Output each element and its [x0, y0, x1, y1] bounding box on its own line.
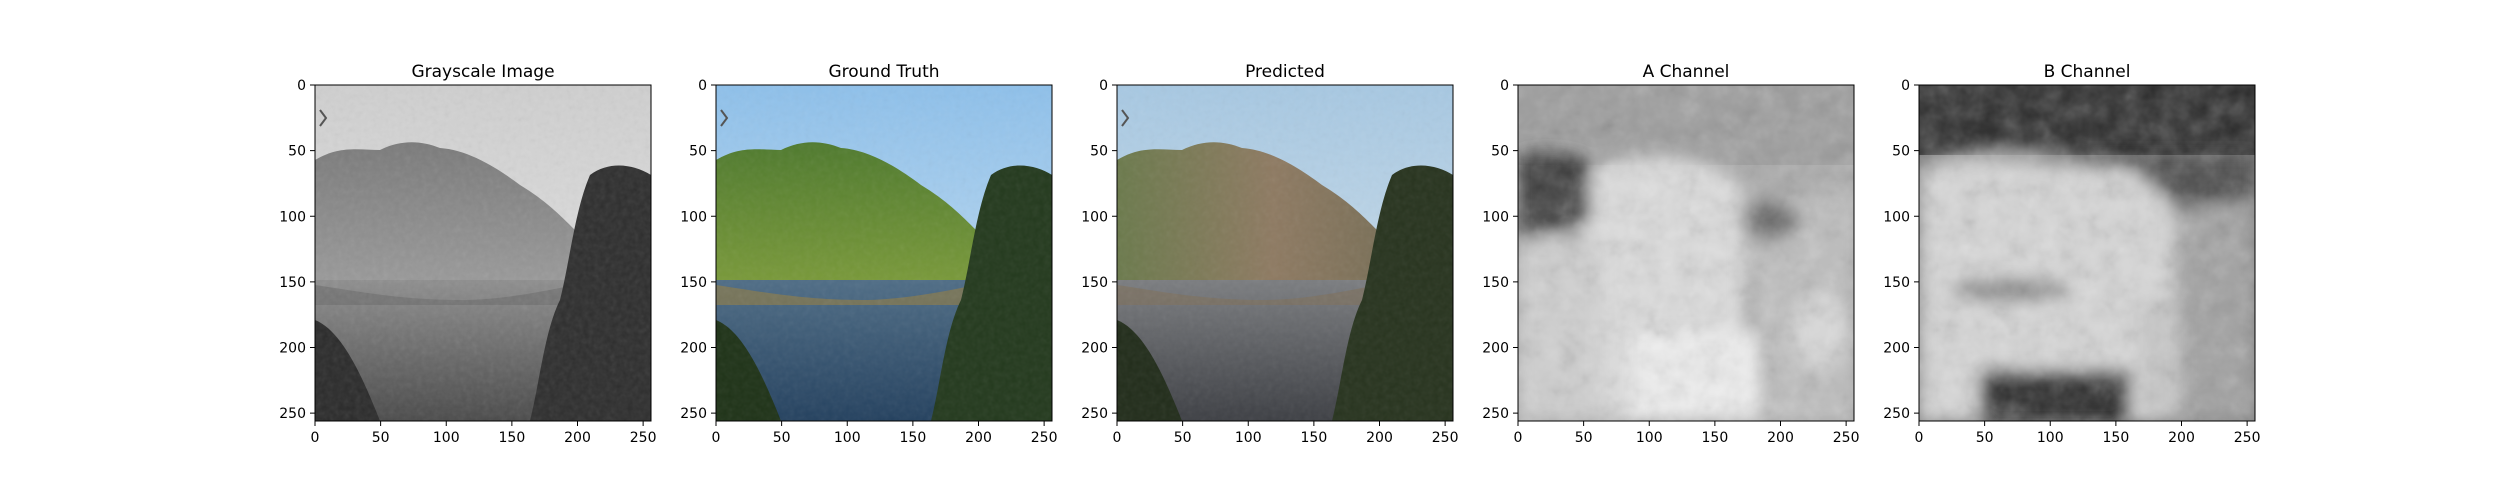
panel-predicted: Predicted	[1116, 62, 1454, 422]
y-tick-label: 50	[1491, 144, 1509, 160]
x-tick-label: 0	[311, 430, 320, 446]
y-tick-label: 250	[1081, 406, 1108, 422]
x-tick-label: 0	[1915, 430, 1924, 446]
x-tick-label: 200	[2168, 430, 2195, 446]
y-tick-label: 150	[1081, 275, 1108, 291]
y-tick-label: 0	[1500, 78, 1509, 94]
y-tick-label: 50	[689, 144, 707, 160]
y-tick-label: 150	[1482, 275, 1509, 291]
x-tick-label: 150	[900, 430, 927, 446]
x-tick-label: 250	[1432, 430, 1459, 446]
x-tick-label: 250	[1833, 430, 1860, 446]
y-tick-label: 50	[288, 144, 306, 160]
y-tick-label: 150	[279, 275, 306, 291]
y-tick-label: 150	[1883, 275, 1910, 291]
y-tick-label: 250	[680, 406, 707, 422]
a-channel-image	[1518, 85, 1854, 421]
grayscale-image	[315, 85, 651, 421]
y-tick-label: 200	[680, 341, 707, 357]
panel-b-channel: B Channel	[1918, 62, 2256, 422]
y-tick-label: 100	[1883, 209, 1910, 225]
y-tick-label: 250	[1883, 406, 1910, 422]
y-tick-label: 50	[1090, 144, 1108, 160]
x-tick-label: 250	[1031, 430, 1058, 446]
x-tick-label: 100	[1636, 430, 1663, 446]
panel-title: Ground Truth	[828, 62, 939, 82]
x-tick-label: 50	[773, 430, 791, 446]
axes-ticks: 0 50 100 150 200 250 0 50 100 150 200 250 0 50 100 150 2…	[279, 78, 2260, 446]
x-tick-label: 100	[1235, 430, 1262, 446]
x-tick-label: 100	[834, 430, 861, 446]
x-tick-label: 0	[712, 430, 721, 446]
y-tick-label: 100	[1482, 209, 1509, 225]
x-tick-label: 250	[2234, 430, 2261, 446]
y-tick-label: 200	[1081, 341, 1108, 357]
x-tick-label: 200	[965, 430, 992, 446]
x-tick-label: 50	[1575, 430, 1593, 446]
x-tick-label: 200	[1366, 430, 1393, 446]
x-tick-label: 200	[564, 430, 591, 446]
x-tick-label: 0	[1514, 430, 1523, 446]
y-tick-label: 100	[279, 209, 306, 225]
y-tick-label: 0	[1099, 78, 1108, 94]
x-tick-label: 150	[1702, 430, 1729, 446]
y-tick-label: 100	[680, 209, 707, 225]
x-tick-label: 200	[1767, 430, 1794, 446]
x-tick-label: 150	[1301, 430, 1328, 446]
y-tick-label: 200	[1482, 341, 1509, 357]
panel-ground-truth: Ground Truth	[715, 62, 1053, 422]
y-tick-label: 250	[279, 406, 306, 422]
y-tick-label: 200	[1883, 341, 1910, 357]
x-tick-label: 50	[372, 430, 390, 446]
b-channel-image	[1919, 85, 2255, 421]
panel-title: Predicted	[1245, 62, 1325, 82]
x-tick-label: 50	[1174, 430, 1192, 446]
panel-a-channel: A Channel	[1517, 62, 1855, 422]
panel-title: B Channel	[2044, 62, 2131, 82]
x-tick-label: 50	[1976, 430, 1994, 446]
panel-title: A Channel	[1643, 62, 1730, 82]
y-tick-label: 250	[1482, 406, 1509, 422]
x-tick-label: 250	[630, 430, 657, 446]
predicted-image	[1117, 85, 1453, 421]
y-tick-label: 50	[1892, 144, 1910, 160]
x-tick-label: 100	[2037, 430, 2064, 446]
y-tick-label: 0	[698, 78, 707, 94]
x-tick-label: 100	[433, 430, 460, 446]
y-tick-label: 100	[1081, 209, 1108, 225]
y-tick-label: 150	[680, 275, 707, 291]
panel-grayscale: Grayscale Image	[314, 62, 652, 422]
panel-title: Grayscale Image	[411, 62, 554, 82]
y-tick-label: 0	[1901, 78, 1910, 94]
x-tick-label: 0	[1113, 430, 1122, 446]
ground-truth-image	[716, 85, 1052, 421]
x-tick-label: 150	[499, 430, 526, 446]
y-tick-label: 200	[279, 341, 306, 357]
x-tick-label: 150	[2103, 430, 2130, 446]
y-tick-label: 0	[297, 78, 306, 94]
